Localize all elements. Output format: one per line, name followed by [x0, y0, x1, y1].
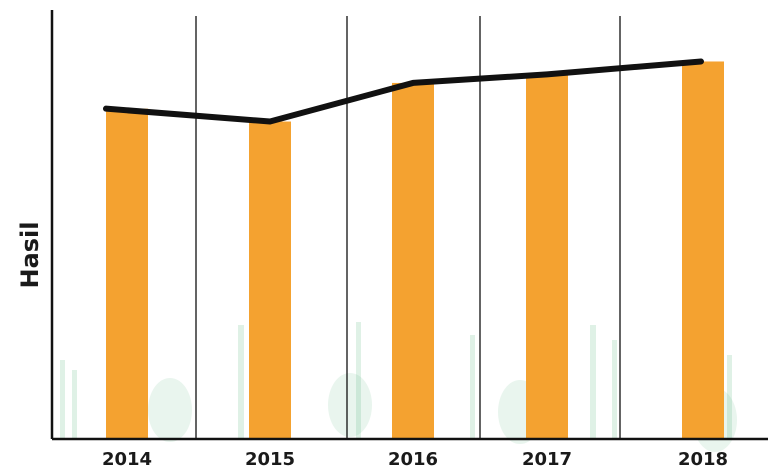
x-tick-label-2018: 2018: [678, 449, 728, 470]
watermark-stem-2: [238, 325, 244, 439]
watermark-stem-0: [60, 360, 65, 439]
x-tick-label-2014: 2014: [102, 449, 152, 470]
x-tick-labels: 2014 2015 2016 2017 2018: [102, 449, 728, 470]
y-axis-label: Hasil: [16, 221, 44, 289]
bar-series: [106, 61, 724, 440]
bar-2017: [526, 74, 568, 439]
trend-line: [103, 58, 704, 125]
bar-2015: [249, 121, 291, 439]
bar-2018: [682, 61, 724, 439]
watermark-stem-7: [612, 340, 617, 439]
watermark-stem-4: [356, 322, 361, 439]
x-tick-label-2017: 2017: [522, 449, 572, 470]
watermark-stem-5: [470, 335, 475, 439]
watermark-stem-6: [590, 325, 596, 439]
trend-line-path: [103, 58, 704, 125]
x-tick-label-2015: 2015: [245, 449, 295, 470]
watermark-stem-1: [72, 370, 77, 439]
watermark-leaf-1: [328, 373, 372, 437]
watermark-stem-8: [727, 355, 732, 439]
bar-2016: [392, 82, 434, 440]
bar-2014: [106, 108, 148, 440]
y-axis-title: Hasil: [0, 0, 60, 470]
axes: [50, 10, 768, 441]
watermark-leaf-0: [148, 378, 192, 442]
x-tick-label-2016: 2016: [388, 449, 438, 470]
vertical-gridlines: [195, 16, 621, 439]
